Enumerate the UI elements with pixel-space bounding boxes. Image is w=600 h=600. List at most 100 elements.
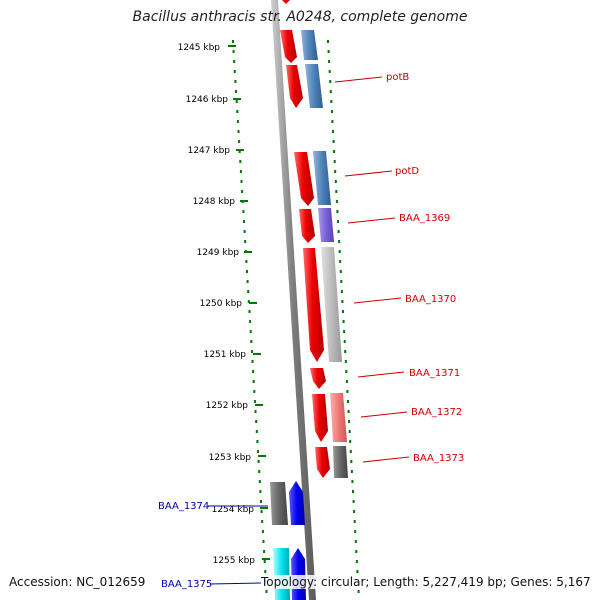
gene-label-baa-1374[interactable]: BAA_1374 <box>158 501 209 512</box>
rail-dot <box>336 210 339 213</box>
rail-dot <box>331 120 334 123</box>
rail-dot <box>353 510 356 513</box>
rail-dot <box>347 410 350 413</box>
rail-dot <box>236 110 239 113</box>
rail-dot <box>255 430 258 433</box>
rail-dot <box>334 170 337 173</box>
rail-dot <box>332 130 334 133</box>
rail-dot <box>345 380 348 383</box>
rail-dot <box>347 400 349 403</box>
scale-tick: 1247 kbp <box>188 146 244 156</box>
left-tick-rail <box>232 40 268 593</box>
topology-text: Topology: circular; Length: 5,227,419 bp… <box>261 575 591 589</box>
gene-label-potd[interactable]: potD <box>395 166 419 177</box>
scale-tick: 1255 kbp <box>213 556 270 566</box>
gene-label-baa-1369[interactable]: BAA_1369 <box>399 213 450 224</box>
rail-dot <box>339 270 342 273</box>
rail-dot <box>237 130 240 133</box>
tick-label: 1246 kbp <box>186 95 229 105</box>
rail-dot <box>343 340 346 343</box>
rail-dot <box>355 550 358 553</box>
rail-dot <box>234 80 237 83</box>
rail-dot <box>329 90 332 93</box>
gene-arrow[interactable] <box>301 30 318 60</box>
rail-dot <box>329 80 332 83</box>
tick-label: 1247 kbp <box>188 146 231 156</box>
rail-dot <box>249 330 252 333</box>
rail-dot <box>243 220 245 223</box>
rail-dot <box>351 480 354 483</box>
rail-dot <box>261 530 264 533</box>
gene-arrow[interactable] <box>289 481 305 525</box>
gene-arrow[interactable] <box>310 368 326 389</box>
rail-dot <box>349 440 352 443</box>
genome-title: Bacillus anthracis str. A0248, complete … <box>132 9 468 25</box>
gene-arrow[interactable] <box>315 447 330 478</box>
rail-dot <box>348 420 351 423</box>
rail-dot <box>246 270 248 273</box>
gene-arrow[interactable] <box>280 30 297 63</box>
rail-dot <box>330 100 333 103</box>
gene-features <box>270 30 348 600</box>
rail-dot <box>242 210 245 213</box>
rail-dot <box>262 540 265 543</box>
rail-dot <box>340 290 343 293</box>
gene-arrow[interactable] <box>321 247 342 362</box>
tick-label: 1250 kbp <box>200 299 243 309</box>
tick-label: 1254 kbp <box>212 505 255 515</box>
rail-dot <box>241 190 244 193</box>
gene-label-baa-1373[interactable]: BAA_1373 <box>413 453 464 464</box>
rail-dot <box>232 40 234 43</box>
rail-dot <box>238 150 241 153</box>
gene-arrow[interactable] <box>282 0 290 4</box>
rail-dot <box>233 70 236 73</box>
rail-dot <box>236 120 239 123</box>
scale-tick: 1251 kbp <box>204 350 261 360</box>
rail-dot <box>239 160 242 163</box>
gene-arrow[interactable] <box>303 248 324 362</box>
rail-dot <box>235 90 237 93</box>
rail-dot <box>253 390 256 393</box>
rail-dot <box>235 100 238 103</box>
rail-dot <box>247 300 250 303</box>
gene-label-baa-1372[interactable]: BAA_1372 <box>411 407 462 418</box>
gene-arrow[interactable] <box>294 152 314 206</box>
rail-dot <box>256 440 259 443</box>
gene-arrow[interactable] <box>312 394 328 442</box>
rail-dot <box>232 50 235 53</box>
rail-dot <box>333 160 336 163</box>
rail-dot <box>244 240 247 243</box>
gene-label-baa-1375[interactable]: BAA_1375 <box>161 579 212 590</box>
rail-dot <box>350 460 353 463</box>
gene-arrow[interactable] <box>313 151 331 205</box>
gene-arrow[interactable] <box>291 548 306 600</box>
gene-arrow[interactable] <box>318 208 334 242</box>
gene-arrow[interactable] <box>273 548 290 600</box>
rail-dot <box>263 550 266 553</box>
gene-label-baa-1371[interactable]: BAA_1371 <box>409 368 460 379</box>
rail-dot <box>350 470 353 473</box>
rail-dot <box>352 500 355 503</box>
tick-label: 1252 kbp <box>206 401 249 411</box>
rail-dot <box>346 390 349 393</box>
gene-arrow[interactable] <box>330 393 347 442</box>
rail-dot <box>253 400 256 403</box>
rail-dot <box>327 50 330 53</box>
gene-label-potb[interactable]: potB <box>386 72 409 83</box>
scale-tick: 1254 kbp <box>212 505 268 515</box>
rail-dot <box>344 350 347 353</box>
gene-arrow[interactable] <box>299 209 315 243</box>
rail-dot <box>248 310 251 313</box>
gene-arrow[interactable] <box>333 446 348 478</box>
gene-arrow[interactable] <box>305 64 323 108</box>
scale-tick: 1248 kbp <box>193 197 248 207</box>
rail-dot <box>265 590 268 593</box>
rail-dot <box>328 70 331 73</box>
gene-arrow[interactable] <box>286 65 303 108</box>
rail-dot <box>255 420 258 423</box>
rail-dot <box>250 350 253 353</box>
gene-label-baa-1370[interactable]: BAA_1370 <box>405 294 456 305</box>
rail-dot <box>339 260 342 263</box>
rail-dot <box>340 280 343 283</box>
gene-arrow[interactable] <box>270 482 288 525</box>
